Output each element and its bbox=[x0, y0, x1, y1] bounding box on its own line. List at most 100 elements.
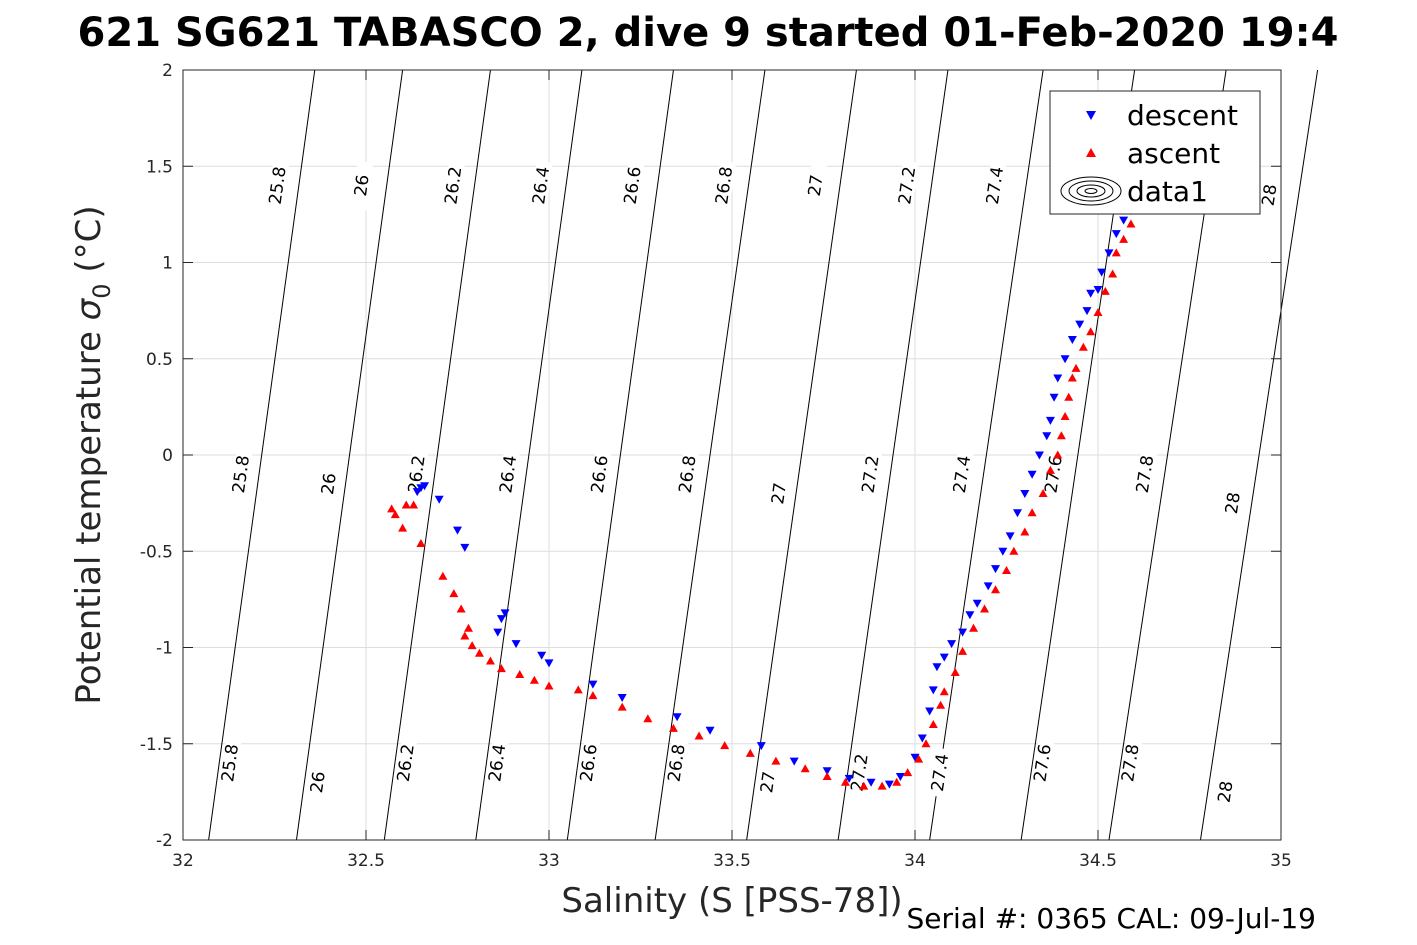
descent-point bbox=[1020, 490, 1030, 498]
y-axis-label: Potential temperature σ0 (°C) bbox=[69, 205, 116, 704]
descent-point bbox=[1012, 509, 1022, 518]
ascent-point bbox=[1086, 327, 1096, 336]
descent-point bbox=[965, 611, 975, 620]
descent-point bbox=[1042, 432, 1052, 441]
ascent-point bbox=[939, 687, 949, 696]
ascent-point bbox=[800, 764, 810, 773]
legend-marker-ascent bbox=[1086, 148, 1096, 157]
legend-box bbox=[1049, 90, 1261, 215]
descent-point bbox=[500, 609, 510, 618]
ascent-point bbox=[694, 731, 704, 740]
y-tick-label: 1 bbox=[162, 254, 173, 274]
ascent-point bbox=[588, 691, 598, 700]
ascent-point bbox=[745, 748, 755, 757]
y-tick-label: 0 bbox=[162, 446, 173, 466]
descent-point bbox=[928, 686, 938, 695]
density-contour-label: 26 bbox=[318, 472, 341, 496]
density-contour-label-mask bbox=[1119, 738, 1143, 788]
ascent-point bbox=[401, 500, 411, 509]
ascent-point bbox=[859, 781, 869, 790]
legend: descent ascent data1 bbox=[1049, 90, 1261, 215]
descent-point bbox=[998, 547, 1008, 556]
descent-point bbox=[434, 495, 444, 504]
density-contour-label-mask bbox=[1042, 449, 1066, 500]
density-contour-label-mask bbox=[497, 449, 520, 500]
ascent-point bbox=[914, 754, 924, 763]
density-contour-label-mask bbox=[1221, 478, 1245, 529]
ascent-point bbox=[1111, 248, 1121, 257]
descent-point bbox=[493, 628, 503, 637]
density-contour-label-mask bbox=[896, 160, 919, 211]
legend-marker-descent bbox=[1086, 111, 1096, 120]
density-contour-label-mask bbox=[713, 160, 736, 211]
density-contour-label-mask bbox=[859, 449, 883, 500]
descent-point bbox=[1119, 216, 1129, 225]
density-contour-label: 27 bbox=[757, 770, 780, 794]
density-contour-line bbox=[929, 69, 1044, 841]
density-contour-label-mask bbox=[486, 738, 509, 788]
density-contour-label: 26 bbox=[351, 173, 374, 197]
density-contour-label: 27 bbox=[805, 173, 828, 197]
density-contour-label-mask bbox=[351, 160, 374, 211]
descent-point bbox=[1053, 374, 1063, 383]
ascent-point bbox=[921, 739, 931, 748]
ascent-point bbox=[950, 668, 960, 677]
descent-point bbox=[511, 640, 521, 649]
descent-point bbox=[588, 680, 598, 689]
legend-label-data1: data1 bbox=[1127, 175, 1208, 208]
ascent-point bbox=[643, 714, 653, 723]
ascent-point bbox=[449, 589, 459, 598]
ascent-point bbox=[1027, 508, 1037, 517]
y-tick-label: -0.5 bbox=[140, 542, 173, 562]
descent-point bbox=[866, 778, 876, 787]
descent-point bbox=[789, 757, 799, 766]
ascent-point bbox=[467, 641, 477, 650]
x-tick-label: 34 bbox=[904, 851, 926, 871]
ascent-point bbox=[668, 723, 678, 732]
descent-point bbox=[925, 707, 935, 716]
descent-point bbox=[991, 565, 1001, 574]
y-axis-label-symbol: σ bbox=[69, 297, 109, 320]
descent-point bbox=[420, 482, 430, 491]
descent-point bbox=[1034, 451, 1044, 460]
chart-title: 621 SG621 TABASCO 2, dive 9 started 01-F… bbox=[78, 10, 1339, 56]
descent-point bbox=[412, 488, 422, 497]
ascent-point bbox=[1064, 392, 1074, 401]
y-tick-label: -2 bbox=[156, 831, 173, 851]
ascent-point bbox=[1045, 465, 1055, 474]
ascent-point bbox=[456, 604, 466, 613]
density-contour-label: 28 bbox=[1222, 491, 1245, 515]
density-contour-label: 28 bbox=[1215, 780, 1238, 804]
descent-point bbox=[1005, 532, 1015, 541]
descent-point bbox=[705, 726, 715, 735]
serial-cal-footer: Serial #: 0365 CAL: 09-Jul-19 bbox=[906, 902, 1316, 935]
density-contour-label-mask bbox=[578, 738, 601, 788]
ascent-point bbox=[398, 523, 408, 532]
descent-point bbox=[895, 772, 905, 781]
descent-point bbox=[1049, 393, 1059, 402]
ascent-point bbox=[463, 623, 473, 632]
y-axis-label-main: Potential temperature bbox=[69, 320, 109, 704]
y-tick-label: 2 bbox=[162, 61, 173, 81]
y-tick-label: 1.5 bbox=[146, 157, 173, 177]
descent-point bbox=[958, 628, 968, 637]
y-tick-label: 0.5 bbox=[146, 350, 173, 370]
y-axis-label-unit: (°C) bbox=[69, 205, 109, 283]
density-contour-line bbox=[208, 69, 316, 841]
ascent-point bbox=[903, 768, 913, 777]
descent-point bbox=[910, 753, 920, 762]
ascent-point bbox=[390, 510, 400, 519]
ascent-point bbox=[1056, 431, 1066, 440]
descent-point bbox=[460, 543, 470, 552]
density-contour-label: 26 bbox=[307, 770, 330, 794]
ascent-point bbox=[1067, 373, 1077, 382]
descent-point bbox=[917, 734, 927, 743]
density-contour-label-mask bbox=[757, 757, 780, 808]
ascent-point bbox=[529, 675, 539, 684]
descent-point bbox=[1060, 355, 1070, 364]
density-contour-label: 27 bbox=[768, 481, 791, 505]
y-axis-label-subscript: 0 bbox=[88, 283, 116, 298]
ascent-point bbox=[1093, 308, 1103, 317]
ascent-point bbox=[1108, 269, 1118, 278]
descent-point bbox=[1104, 249, 1114, 258]
